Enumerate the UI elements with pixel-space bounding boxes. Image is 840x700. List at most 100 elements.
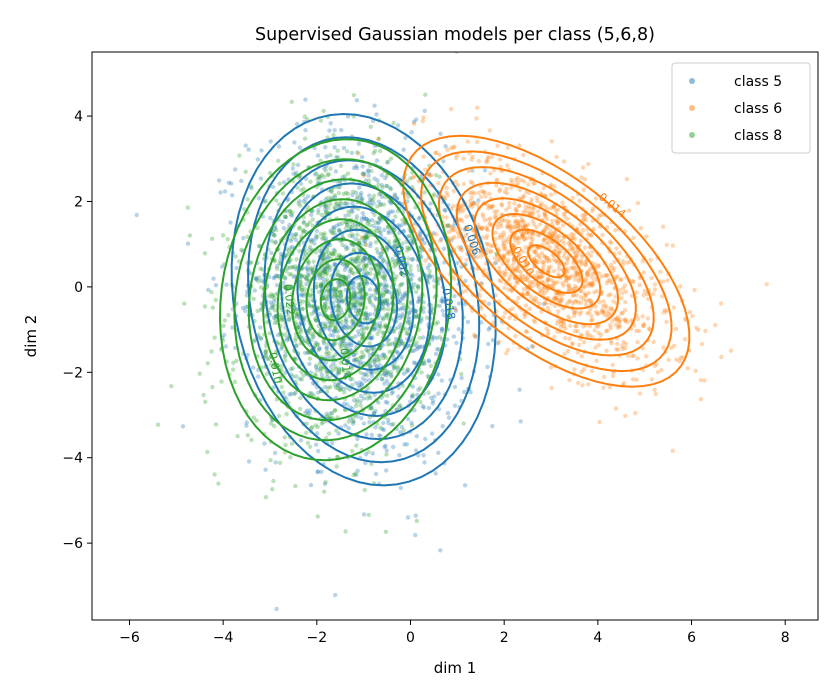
- data-point: [614, 246, 619, 251]
- data-point: [579, 175, 584, 180]
- data-point: [335, 148, 340, 153]
- data-point: [365, 349, 371, 354]
- data-point: [276, 413, 282, 419]
- data-point: [325, 325, 331, 331]
- data-point: [323, 324, 328, 329]
- data-point: [501, 218, 507, 223]
- data-point: [583, 217, 589, 223]
- data-point: [308, 179, 313, 184]
- data-point: [234, 358, 239, 364]
- data-point: [624, 260, 630, 265]
- data-point: [359, 416, 364, 421]
- data-point: [605, 273, 610, 278]
- data-point: [327, 327, 333, 333]
- data-point: [635, 316, 641, 322]
- y-tick-label: 2: [74, 194, 83, 210]
- data-point: [297, 376, 303, 382]
- data-point: [318, 118, 324, 123]
- data-point: [443, 208, 448, 213]
- data-point: [323, 360, 329, 365]
- data-point: [422, 190, 427, 195]
- data-point: [571, 292, 577, 298]
- data-point: [335, 272, 341, 278]
- data-point: [403, 290, 408, 296]
- data-point: [485, 202, 490, 207]
- data-point: [400, 241, 405, 246]
- data-point: [452, 293, 457, 299]
- data-point: [332, 193, 337, 198]
- data-point: [416, 387, 421, 392]
- data-point: [313, 340, 319, 345]
- data-point: [572, 367, 577, 372]
- data-point: [282, 275, 288, 280]
- data-point: [351, 302, 357, 307]
- data-point: [530, 219, 536, 224]
- data-point: [284, 338, 290, 343]
- data-point: [570, 341, 575, 347]
- data-point: [581, 187, 586, 192]
- data-point: [484, 226, 489, 232]
- data-point: [325, 297, 330, 303]
- data-point: [364, 373, 370, 378]
- data-point: [314, 431, 320, 436]
- data-point: [430, 398, 436, 404]
- data-point: [535, 209, 541, 214]
- data-point: [405, 515, 411, 520]
- data-point: [376, 324, 381, 329]
- data-point: [620, 346, 625, 352]
- data-point: [323, 250, 329, 255]
- data-point: [379, 377, 385, 382]
- data-point: [601, 385, 606, 390]
- data-point: [385, 302, 391, 308]
- data-point: [662, 308, 668, 313]
- data-point: [470, 168, 475, 173]
- data-point: [410, 257, 415, 262]
- data-point: [376, 192, 382, 197]
- data-point: [507, 275, 512, 280]
- data-point: [367, 200, 373, 205]
- data-point: [404, 331, 409, 336]
- data-point: [325, 254, 330, 260]
- data-point: [228, 220, 233, 225]
- data-point: [353, 291, 358, 296]
- data-point: [398, 297, 403, 303]
- x-tick-label: 6: [687, 630, 696, 646]
- data-point: [644, 234, 649, 239]
- data-point: [357, 380, 363, 385]
- data-point: [487, 325, 493, 330]
- data-point: [623, 319, 628, 324]
- data-point: [582, 262, 588, 267]
- data-point: [351, 281, 356, 286]
- data-point: [269, 250, 274, 256]
- data-point: [364, 264, 369, 269]
- data-point: [556, 233, 562, 239]
- data-point: [376, 220, 381, 225]
- data-point: [517, 387, 522, 392]
- data-point: [349, 343, 354, 348]
- data-point: [373, 425, 378, 430]
- data-point: [331, 333, 336, 338]
- data-point: [413, 308, 418, 314]
- data-point: [356, 329, 361, 334]
- data-point: [479, 194, 484, 199]
- data-point: [351, 165, 357, 171]
- data-point: [292, 140, 297, 145]
- data-point: [324, 288, 330, 294]
- data-point: [301, 219, 306, 225]
- data-point: [596, 264, 601, 269]
- data-point: [279, 346, 284, 351]
- data-point: [449, 227, 455, 232]
- data-point: [380, 355, 386, 361]
- data-point: [439, 378, 444, 383]
- data-point: [566, 285, 571, 291]
- data-point: [386, 230, 391, 236]
- data-point: [462, 227, 467, 232]
- data-point: [299, 188, 304, 193]
- data-point: [377, 215, 382, 220]
- data-point: [339, 221, 345, 226]
- data-point: [623, 300, 628, 305]
- x-tick-label: −4: [213, 630, 234, 646]
- data-point: [527, 206, 532, 211]
- data-point: [376, 270, 382, 276]
- data-point: [272, 450, 278, 456]
